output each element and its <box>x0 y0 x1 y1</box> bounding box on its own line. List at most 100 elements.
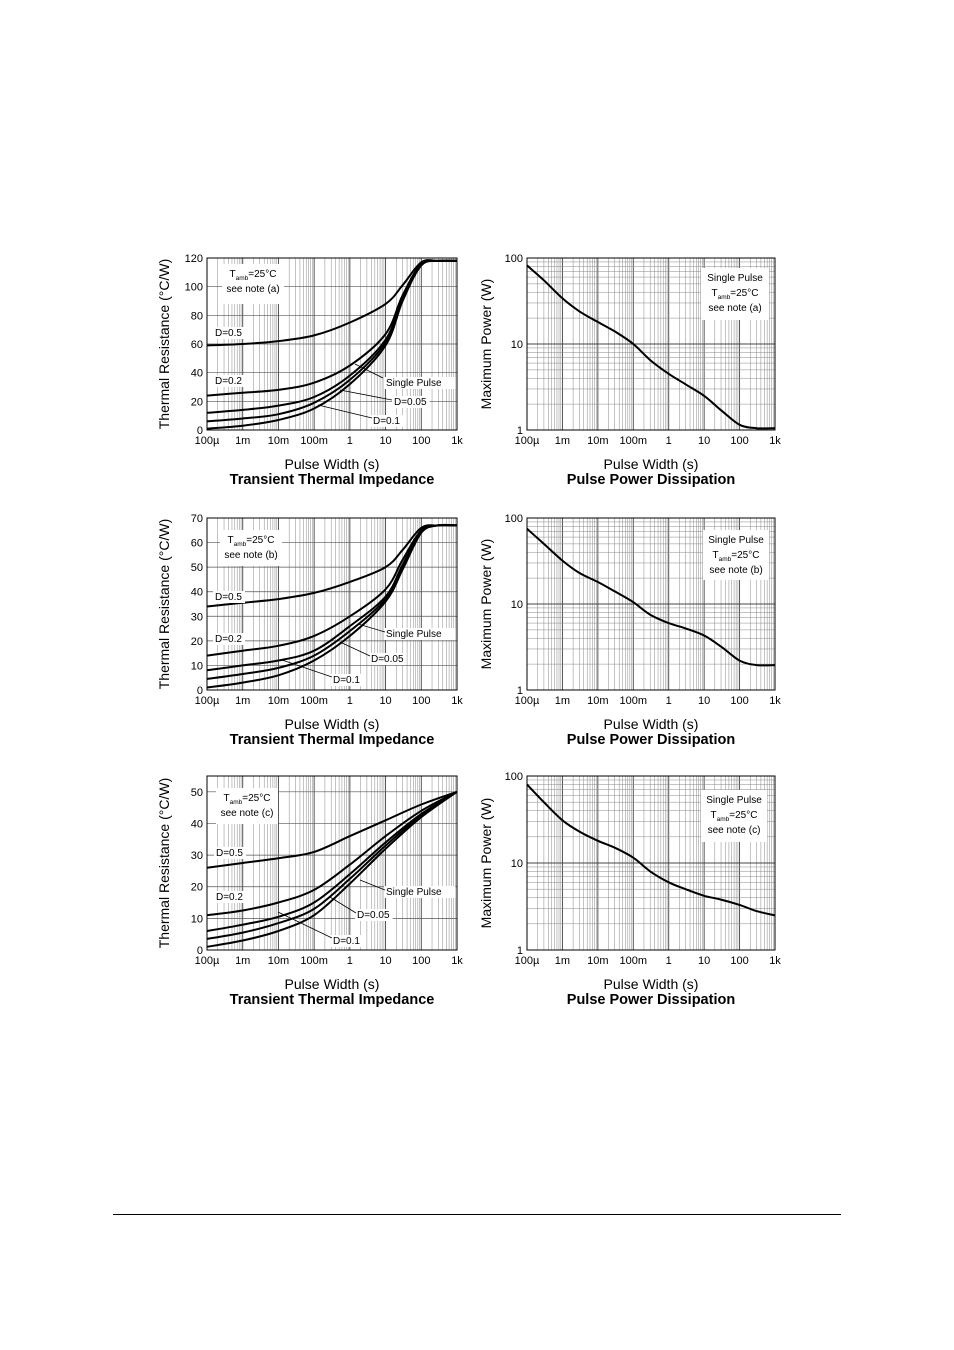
x-axis-label: Pulse Width (s) <box>604 716 699 732</box>
note-line: Tamb=25°C <box>712 288 759 301</box>
y-tick-label: 10 <box>191 913 203 925</box>
x-tick-label: 100m <box>300 695 328 707</box>
chart-title: Transient Thermal Impedance <box>230 472 435 488</box>
label-d005-leader <box>329 896 357 914</box>
x-tick-label: 10 <box>379 695 391 707</box>
y-tick-label: 30 <box>191 611 203 623</box>
x-tick-label: 1m <box>235 435 250 447</box>
note-line: Single Pulse <box>708 535 764 546</box>
chart-3: 100µ 1m 10m 100m 1 10 100 1k 0 10 20 30 40 50 60 70 Puls… <box>156 513 463 748</box>
x-tick-label: 100 <box>730 955 748 967</box>
y-tick-label: 40 <box>191 368 203 380</box>
note-box <box>701 790 767 842</box>
x-tick-label: 100µ <box>195 955 220 967</box>
x-tick-label: 1m <box>555 695 570 707</box>
chart-title: Transient Thermal Impedance <box>230 992 435 1008</box>
x-tick-label: 1 <box>666 435 672 447</box>
y-tick-label: 80 <box>191 310 203 322</box>
y-tick-label: 10 <box>511 339 523 351</box>
label-d01-leader <box>281 659 333 678</box>
plot-frame <box>526 775 776 951</box>
y-tick-label: 50 <box>191 562 203 574</box>
x-tick-label: 100 <box>730 435 748 447</box>
y-tick-label: 0 <box>197 945 203 957</box>
y-tick-label: 60 <box>191 538 203 550</box>
x-tick-label: 1k <box>769 955 781 967</box>
series-line-d-0-5 <box>206 790 458 869</box>
y-tick-label: 20 <box>191 396 203 408</box>
x-tick-label: 100m <box>300 435 328 447</box>
x-tick-label: 1m <box>555 955 570 967</box>
series-line-single-pulse <box>206 259 458 430</box>
label-single-pulse-bg <box>384 377 456 389</box>
label-d02: D=0.2 <box>215 376 242 387</box>
label-d005-bg <box>369 653 407 665</box>
x-tick-label: 10m <box>268 435 289 447</box>
label-d05: D=0.5 <box>215 592 242 603</box>
label-d05-bg <box>213 327 245 339</box>
chart-1: 100µ 1m 10m 100m 1 10 100 1k 0 20 40 60 80 100 120 Puls… <box>156 253 463 488</box>
y-tick-label: 1 <box>517 685 523 697</box>
label-single-pulse-leader <box>354 363 384 379</box>
note-line: Tamb=25°C <box>230 269 277 282</box>
x-axis-label: Pulse Width (s) <box>604 976 699 992</box>
x-tick-label: 1k <box>451 435 463 447</box>
x-tick-label: 10m <box>587 695 608 707</box>
label-d01-leader <box>317 404 373 419</box>
x-tick-label: 10m <box>587 435 608 447</box>
label-single-pulse-leader <box>357 623 386 633</box>
y-tick-label: 50 <box>191 787 203 799</box>
y-axis-label: Thermal Resistance (°C/W) <box>156 259 172 430</box>
note-line: Tamb=25°C <box>228 535 275 548</box>
label-d005-leader <box>339 389 393 401</box>
note-line: Tamb=25°C <box>713 550 760 563</box>
label-single-pulse: Single Pulse <box>386 378 442 389</box>
label-d02-bg <box>213 375 245 387</box>
x-tick-label: 100µ <box>515 695 540 707</box>
label-d05: D=0.5 <box>216 848 243 859</box>
x-tick-label: 100 <box>412 435 430 447</box>
x-tick-label: 100m <box>300 955 328 967</box>
x-axis-label: Pulse Width (s) <box>285 456 380 472</box>
x-tick-label: 10m <box>587 955 608 967</box>
footer-rule <box>113 1214 841 1215</box>
y-tick-label: 10 <box>511 599 523 611</box>
label-d005: D=0.05 <box>371 654 404 665</box>
x-tick-label: 100µ <box>515 435 540 447</box>
x-tick-label: 100 <box>412 955 430 967</box>
note-line: Single Pulse <box>707 273 763 284</box>
chart-title: Pulse Power Dissipation <box>567 732 735 748</box>
label-d02: D=0.2 <box>215 634 242 645</box>
chart-4: 100µ 1m 10m 100m 1 10 100 1k 1 10 100 Pulse Width (… <box>478 513 781 748</box>
x-tick-label: 10m <box>268 695 289 707</box>
label-d01: D=0.1 <box>333 936 360 947</box>
x-tick-label: 100µ <box>515 955 540 967</box>
note-line: see note (a) <box>226 284 279 295</box>
y-axis-label: Maximum Power (W) <box>478 539 494 670</box>
x-axis-label: Pulse Width (s) <box>285 716 380 732</box>
x-axis-label: Pulse Width (s) <box>285 976 380 992</box>
label-d02-bg <box>214 891 246 903</box>
y-axis-label: Thermal Resistance (°C/W) <box>156 778 172 949</box>
note-line: see note (c) <box>221 808 274 819</box>
y-axis-label: Maximum Power (W) <box>478 279 494 410</box>
x-tick-label: 100 <box>412 695 430 707</box>
label-d05-bg <box>214 847 246 859</box>
x-tick-label: 1m <box>235 955 250 967</box>
label-d02: D=0.2 <box>216 892 243 903</box>
x-tick-label: 1 <box>347 695 353 707</box>
label-d01-bg <box>331 674 363 686</box>
y-tick-label: 1 <box>517 425 523 437</box>
chart-title: Transient Thermal Impedance <box>230 732 435 748</box>
label-d01: D=0.1 <box>333 675 360 686</box>
label-d01-bg <box>331 935 363 947</box>
note-line: see note (a) <box>708 303 761 314</box>
chart-6: 100µ 1m 10m 100m 1 10 100 1k 1 10 100 Pulse Width (… <box>478 771 781 1008</box>
x-tick-label: 10 <box>698 695 710 707</box>
note-box <box>701 268 769 320</box>
y-tick-label: 70 <box>191 513 203 525</box>
y-tick-label: 0 <box>197 425 203 437</box>
note-line: see note (c) <box>708 825 761 836</box>
chart-2: 100µ 1m 10m 100m 1 10 100 1k 1 10 100 Pulse Width (… <box>478 253 781 488</box>
